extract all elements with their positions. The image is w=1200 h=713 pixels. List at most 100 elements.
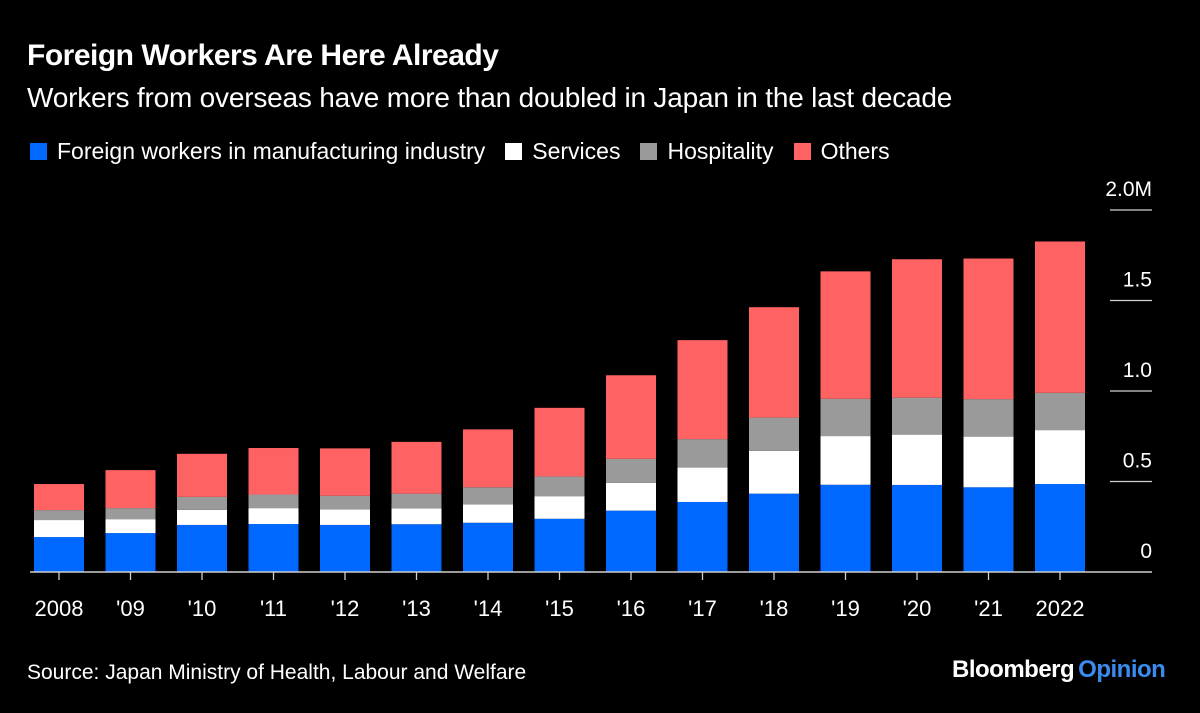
bar-segment-services xyxy=(34,520,84,538)
bar-segment-manufacturing xyxy=(820,484,871,572)
bar-segment-hospitality xyxy=(749,417,799,451)
bar-segment-hospitality xyxy=(820,398,871,437)
bar-segment-services xyxy=(892,434,942,485)
bar-segment-services xyxy=(963,436,1014,488)
bar-segment-hospitality xyxy=(34,510,84,521)
brand-accent: Opinion xyxy=(1078,656,1166,683)
bar-stack xyxy=(248,448,299,572)
x-axis: 2008 '09 '10 '11 '12 '13 '14 '15 '16 '17 '18 '19 '20… xyxy=(30,571,1152,621)
bar-stack xyxy=(105,470,156,572)
bar-segment-services xyxy=(391,508,442,525)
bar-segment-hospitality xyxy=(105,508,156,520)
x-tick-label: '14 xyxy=(474,596,503,621)
bar-segment-manufacturing xyxy=(105,533,156,572)
bar-segment-services xyxy=(606,482,656,511)
bar-stack xyxy=(391,441,442,572)
legend: Foreign workers in manufacturing industr… xyxy=(30,138,910,165)
bar-segment-services xyxy=(534,496,585,519)
y-tick-label: 1.5 xyxy=(1123,269,1152,292)
bar-stack xyxy=(34,484,84,572)
bar-segment-others xyxy=(677,340,728,440)
y-axis: 0 0.5 1.0 1.5 2.0M xyxy=(1105,178,1152,563)
bar-segment-services xyxy=(248,508,299,525)
x-tick-label: '19 xyxy=(831,596,860,621)
bar-stack xyxy=(606,375,656,572)
bar-segment-hospitality xyxy=(1035,392,1085,431)
bar-segment-manufacturing xyxy=(177,524,227,572)
brand-main: Bloomberg xyxy=(952,656,1075,683)
bar-segment-services xyxy=(749,450,799,494)
bars xyxy=(34,241,1085,572)
y-tick-label: 0 xyxy=(1140,540,1152,563)
bar-stack xyxy=(963,258,1014,572)
legend-swatch-manufacturing xyxy=(30,143,47,160)
bar-segment-services xyxy=(820,436,871,485)
bar-segment-services xyxy=(177,509,227,525)
bar-segment-manufacturing xyxy=(892,484,942,572)
bar-segment-others xyxy=(34,484,84,511)
bar-stack xyxy=(534,407,585,572)
bar-stack xyxy=(177,453,227,572)
source-note: Source: Japan Ministry of Health, Labour… xyxy=(27,661,527,684)
bar-segment-hospitality xyxy=(606,458,656,483)
legend-label-services: Services xyxy=(532,138,621,164)
bar-segment-others xyxy=(963,258,1014,400)
x-tick-label: '11 xyxy=(260,596,287,621)
bar-segment-hospitality xyxy=(677,439,728,468)
bar-segment-hospitality xyxy=(320,495,370,510)
bar-stack xyxy=(320,448,370,572)
bar-segment-hospitality xyxy=(177,496,227,510)
x-tick-label: '20 xyxy=(903,596,932,621)
bar-stack xyxy=(892,259,942,572)
legend-item-services: Services xyxy=(505,138,620,165)
bar-segment-services xyxy=(320,509,370,525)
legend-label-hospitality: Hospitality xyxy=(667,138,774,164)
x-tick-label: '15 xyxy=(545,596,574,621)
bar-segment-manufacturing xyxy=(34,537,84,572)
legend-label-others: Others xyxy=(820,138,890,164)
x-tick-label: '09 xyxy=(116,596,145,621)
x-tick-label: '18 xyxy=(760,596,789,621)
y-tick-label: 1.0 xyxy=(1123,359,1152,382)
x-tick-label: 2008 xyxy=(35,596,84,621)
bar-segment-services xyxy=(677,467,728,502)
bar-segment-hospitality xyxy=(534,476,585,497)
x-tick-label: 2022 xyxy=(1036,596,1085,621)
bar-stack xyxy=(1035,241,1085,572)
legend-swatch-services xyxy=(505,143,523,160)
chart-subtitle: Workers from overseas have more than dou… xyxy=(27,82,953,113)
bar-segment-hospitality xyxy=(963,399,1014,437)
bar-segment-manufacturing xyxy=(606,510,656,572)
bar-segment-manufacturing xyxy=(1035,484,1085,572)
bar-segment-others xyxy=(606,375,656,459)
bar-segment-others xyxy=(391,441,442,494)
bar-segment-services xyxy=(105,519,156,534)
legend-swatch-others xyxy=(793,143,811,160)
bar-stack xyxy=(463,429,513,572)
bar-segment-manufacturing xyxy=(391,524,442,572)
bar-segment-others xyxy=(320,448,370,496)
bar-stack xyxy=(749,307,799,572)
bar-segment-hospitality xyxy=(391,493,442,509)
bar-segment-others xyxy=(534,407,585,477)
x-tick-label: '16 xyxy=(617,596,646,621)
bar-segment-manufacturing xyxy=(534,518,585,572)
bar-segment-manufacturing xyxy=(248,524,299,572)
x-tick-label: '12 xyxy=(331,596,360,621)
bar-segment-hospitality xyxy=(892,397,942,435)
bar-segment-hospitality xyxy=(463,487,513,505)
legend-item-manufacturing: Foreign workers in manufacturing industr… xyxy=(30,138,485,165)
y-tick-label: 2.0M xyxy=(1105,178,1152,201)
bar-segment-others xyxy=(892,259,942,398)
legend-swatch-hospitality xyxy=(640,143,658,160)
bar-segment-others xyxy=(820,271,871,399)
bar-segment-services xyxy=(1035,430,1085,485)
bar-segment-others xyxy=(463,429,513,488)
bar-segment-hospitality xyxy=(248,494,299,509)
x-tick-label: '10 xyxy=(188,596,217,621)
bar-segment-others xyxy=(1035,241,1085,393)
bar-segment-manufacturing xyxy=(963,487,1014,572)
x-tick-label: '13 xyxy=(402,596,431,621)
legend-item-others: Others xyxy=(793,138,890,165)
bar-segment-others xyxy=(749,307,799,418)
